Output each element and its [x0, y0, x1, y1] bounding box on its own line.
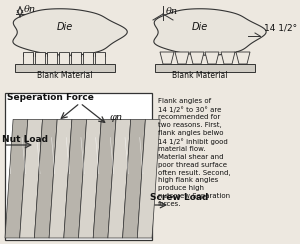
Bar: [47, 52, 57, 64]
Bar: [35, 52, 45, 64]
Polygon shape: [123, 120, 146, 238]
Text: Screw Load: Screw Load: [150, 193, 208, 203]
Polygon shape: [79, 120, 101, 238]
Polygon shape: [154, 9, 266, 55]
Bar: [83, 52, 93, 64]
Text: Die: Die: [192, 22, 208, 32]
Bar: [155, 64, 255, 72]
Bar: [5, 93, 152, 240]
Text: θn: θn: [24, 6, 36, 14]
Polygon shape: [5, 120, 28, 238]
Polygon shape: [64, 120, 87, 238]
Polygon shape: [49, 120, 72, 238]
Polygon shape: [108, 120, 131, 238]
Polygon shape: [160, 52, 174, 64]
Polygon shape: [205, 52, 219, 64]
Text: Flank angles of
14 1/2° to 30° are
recommended for
two reasons. First,
flank ang: Flank angles of 14 1/2° to 30° are recom…: [158, 98, 231, 207]
Text: Nut Load: Nut Load: [2, 134, 48, 143]
Text: φn: φn: [110, 113, 123, 122]
Text: Blank Material: Blank Material: [37, 71, 93, 81]
Polygon shape: [20, 120, 43, 238]
Polygon shape: [13, 9, 127, 55]
Polygon shape: [93, 120, 116, 238]
Text: 14 1/2°: 14 1/2°: [264, 23, 297, 32]
Polygon shape: [34, 120, 57, 238]
Polygon shape: [175, 52, 189, 64]
Bar: [59, 52, 69, 64]
Text: Blank Material: Blank Material: [172, 71, 228, 81]
Polygon shape: [137, 120, 160, 238]
Text: θn: θn: [166, 7, 178, 16]
Bar: [23, 52, 33, 64]
Bar: [95, 52, 105, 64]
Bar: [71, 52, 81, 64]
Text: Seperation Force: Seperation Force: [7, 93, 94, 102]
Bar: [15, 64, 115, 72]
Text: Die: Die: [57, 22, 73, 32]
Polygon shape: [190, 52, 204, 64]
Polygon shape: [236, 52, 250, 64]
Polygon shape: [221, 52, 235, 64]
